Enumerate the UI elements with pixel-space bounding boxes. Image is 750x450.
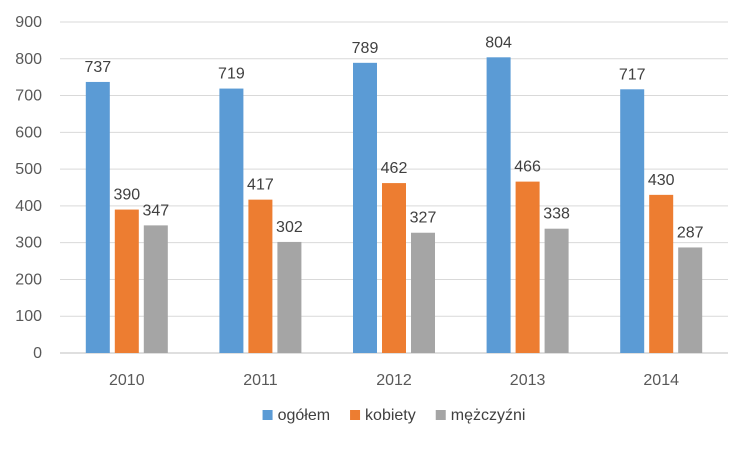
bar-ogółem-2014 (620, 89, 645, 353)
bar-ogółem-2013 (486, 57, 511, 353)
y-tick-label: 500 (15, 161, 42, 178)
data-label: 417 (247, 177, 274, 194)
x-tick-label: 2013 (510, 372, 546, 389)
bar-kobiety-2014 (649, 194, 674, 353)
axes: 0 100 200 300 400 500 600 700 800 900 2010 2011 2012… (15, 14, 728, 389)
data-label: 462 (381, 160, 408, 177)
y-tick-label: 800 (15, 51, 42, 68)
x-tick-label: 2010 (109, 372, 145, 389)
legend-item[interactable]: ogółem (262, 407, 330, 424)
y-tick-label: 300 (15, 235, 42, 252)
legend-item[interactable]: kobiety (350, 407, 416, 424)
bars (85, 57, 703, 353)
data-label: 338 (543, 206, 570, 223)
data-label: 347 (142, 202, 169, 219)
bar-ogółem-2010 (85, 81, 110, 353)
bar-kobiety-2012 (382, 183, 406, 353)
y-tick-label: 200 (15, 271, 42, 288)
bar-mężczyźni-2010 (143, 225, 168, 353)
data-label: 737 (84, 59, 111, 76)
bar-kobiety-2010 (114, 209, 139, 353)
bar-ogółem-2012 (353, 62, 377, 353)
bar-mężczyźni-2011 (277, 241, 302, 353)
legend-label: kobiety (365, 407, 416, 424)
y-tick-label: 400 (15, 198, 42, 215)
x-tick-label: 2012 (376, 372, 412, 389)
data-label: 287 (677, 224, 704, 241)
x-tick-label: 2014 (643, 372, 679, 389)
data-label: 466 (514, 159, 541, 176)
bar-mężczyźni-2013 (544, 228, 569, 353)
x-tick-label: 2011 (243, 372, 278, 389)
bar-kobiety-2011 (248, 199, 273, 353)
bar-mężczyźni-2014 (678, 247, 703, 353)
legend-swatch (350, 410, 361, 420)
legend[interactable]: ogółem kobiety mężczyźni (262, 407, 526, 424)
legend-swatch (262, 410, 273, 420)
data-label: 327 (410, 210, 437, 227)
y-tick-label: 900 (15, 14, 42, 31)
bar-ogółem-2011 (219, 88, 244, 353)
legend-item[interactable]: mężczyźni (435, 407, 526, 424)
data-label: 719 (218, 66, 245, 83)
legend-label: mężczyźni (451, 407, 526, 424)
y-tick-label: 600 (15, 124, 42, 141)
legend-swatch (435, 410, 446, 420)
data-label: 302 (276, 219, 303, 236)
y-tick-label: 0 (33, 345, 42, 362)
y-tick-label: 700 (15, 88, 42, 105)
data-label: 390 (113, 187, 140, 204)
data-label: 430 (648, 172, 675, 189)
legend-label: ogółem (278, 407, 330, 424)
bar-mężczyźni-2012 (411, 232, 435, 353)
bar-kobiety-2013 (515, 181, 540, 353)
data-label: 804 (485, 34, 512, 51)
data-label: 789 (352, 40, 379, 57)
data-label: 717 (619, 66, 646, 83)
y-tick-label: 100 (15, 308, 42, 325)
